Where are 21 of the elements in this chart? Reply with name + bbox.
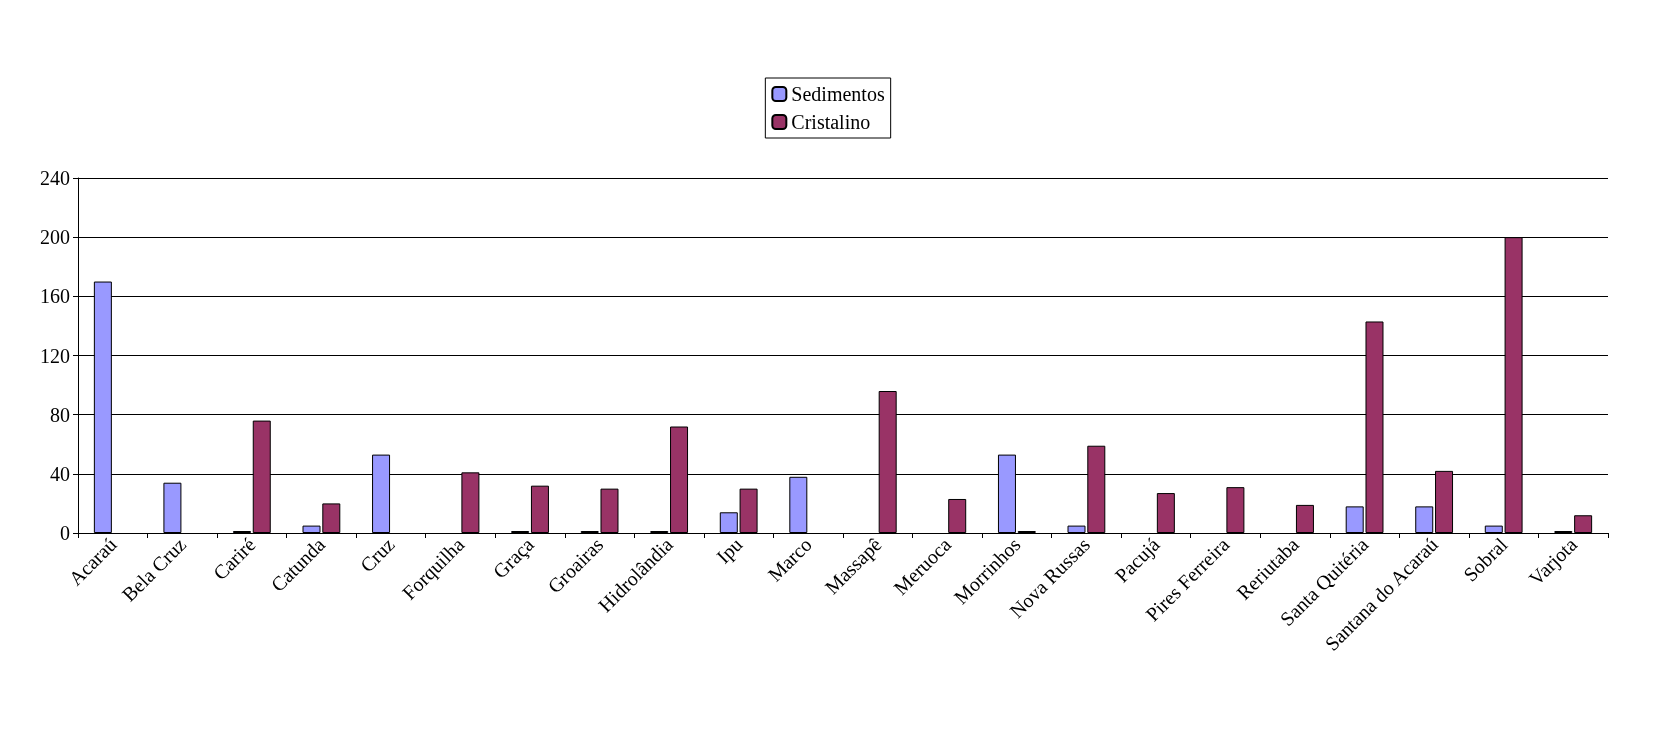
x-tick-label: Bela Cruz (117, 533, 191, 606)
y-tick-label: 40 (50, 462, 70, 485)
x-tick-label: Ipu (712, 533, 748, 569)
bar (948, 498, 967, 533)
y-tick-label: 120 (40, 344, 70, 367)
y-tick-label: 160 (40, 285, 70, 308)
bar (1574, 515, 1593, 533)
bar (1156, 493, 1175, 533)
y-tick-label: 200 (40, 226, 70, 249)
bar (1226, 487, 1245, 533)
bar (789, 476, 808, 533)
y-tick-label: 0 (60, 522, 70, 544)
bar (1415, 506, 1434, 533)
y-tick-label: 80 (50, 403, 70, 426)
legend-label: Sedimentos (791, 83, 885, 105)
bar (530, 485, 549, 533)
x-tick-label: Cruz (355, 533, 399, 577)
legend-label: Cristalino (791, 111, 871, 133)
bar (1295, 504, 1314, 533)
bar (163, 482, 182, 533)
y-tick-label: 240 (40, 167, 70, 189)
